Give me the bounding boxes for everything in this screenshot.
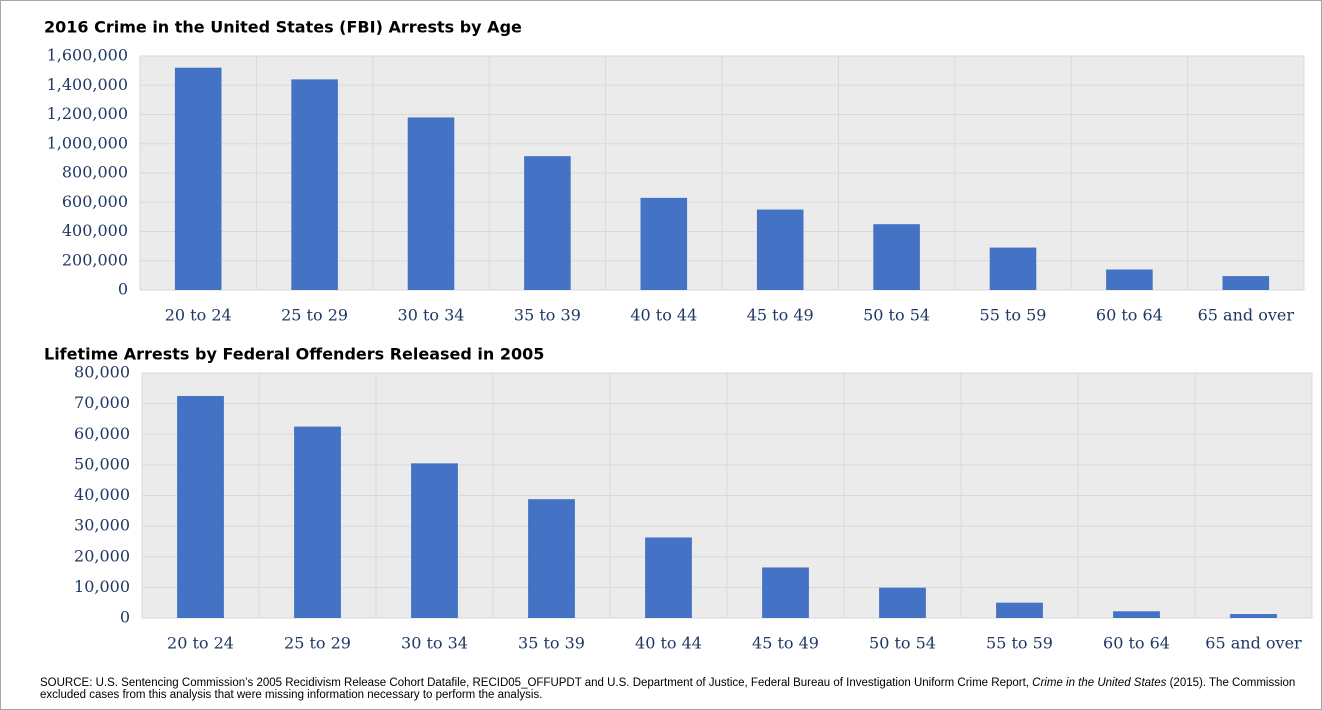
bar bbox=[762, 567, 809, 618]
y-tick-label: 60,000 bbox=[74, 424, 130, 443]
bar bbox=[645, 537, 692, 618]
y-tick-label: 800,000 bbox=[62, 163, 128, 182]
bar bbox=[989, 247, 1037, 290]
bar bbox=[528, 499, 575, 618]
x-tick-label: 25 to 29 bbox=[284, 634, 351, 653]
x-tick-label: 30 to 34 bbox=[398, 306, 465, 325]
x-tick-label: 45 to 49 bbox=[747, 306, 814, 325]
chart-title: 2016 Crime in the United States (FBI) Ar… bbox=[44, 18, 522, 37]
bar bbox=[407, 117, 455, 290]
source-text: SOURCE: U.S. Sentencing Commission’s 200… bbox=[40, 677, 1033, 689]
bar bbox=[873, 224, 920, 290]
x-tick-label: 30 to 34 bbox=[401, 634, 468, 653]
bar bbox=[1230, 614, 1277, 618]
y-tick-label: 20,000 bbox=[74, 546, 130, 565]
bar bbox=[879, 587, 926, 618]
x-tick-label: 40 to 44 bbox=[630, 306, 697, 325]
x-tick-label: 20 to 24 bbox=[167, 634, 234, 653]
bar bbox=[1106, 269, 1153, 290]
y-tick-label: 0 bbox=[118, 280, 128, 299]
y-tick-label: 10,000 bbox=[74, 577, 130, 596]
source-text: (2015). The Commission excluded cases fr… bbox=[40, 677, 1296, 701]
x-tick-label: 20 to 24 bbox=[165, 306, 232, 325]
y-tick-label: 70,000 bbox=[74, 393, 130, 412]
x-tick-label: 35 to 39 bbox=[514, 306, 581, 325]
bar bbox=[1113, 611, 1160, 618]
x-tick-label: 45 to 49 bbox=[752, 634, 819, 653]
x-tick-label: 55 to 59 bbox=[980, 306, 1047, 325]
bar bbox=[177, 395, 224, 618]
bar bbox=[291, 79, 338, 291]
bar bbox=[524, 156, 571, 290]
bar bbox=[640, 197, 688, 290]
source-italic: Crime in the United States bbox=[1032, 677, 1167, 689]
x-tick-label: 50 to 54 bbox=[863, 306, 930, 325]
charts: 2016 Crime in the United States (FBI) Ar… bbox=[44, 18, 1313, 653]
bar bbox=[294, 426, 341, 618]
y-tick-label: 400,000 bbox=[62, 221, 128, 240]
x-tick-label: 65 and over bbox=[1198, 306, 1295, 325]
bar bbox=[174, 67, 222, 290]
x-tick-label: 55 to 59 bbox=[986, 634, 1053, 653]
y-tick-label: 0 bbox=[120, 608, 130, 627]
y-tick-label: 600,000 bbox=[62, 192, 128, 211]
y-tick-label: 50,000 bbox=[74, 454, 130, 473]
bar bbox=[996, 602, 1043, 618]
y-tick-label: 1,000,000 bbox=[47, 133, 128, 152]
y-tick-label: 1,200,000 bbox=[47, 104, 128, 123]
y-tick-label: 1,400,000 bbox=[47, 75, 128, 94]
y-tick-label: 200,000 bbox=[62, 250, 128, 269]
x-tick-label: 60 to 64 bbox=[1096, 306, 1163, 325]
chart-title: Lifetime Arrests by Federal Offenders Re… bbox=[44, 345, 544, 364]
y-tick-label: 80,000 bbox=[74, 363, 130, 382]
x-tick-label: 60 to 64 bbox=[1103, 634, 1170, 653]
x-tick-label: 35 to 39 bbox=[518, 634, 585, 653]
y-tick-label: 40,000 bbox=[74, 485, 130, 504]
bar bbox=[411, 463, 458, 618]
x-tick-label: 25 to 29 bbox=[281, 306, 348, 325]
source-note: SOURCE: U.S. Sentencing Commission’s 200… bbox=[40, 677, 1300, 701]
bar bbox=[1222, 276, 1270, 290]
x-tick-label: 65 and over bbox=[1205, 634, 1302, 653]
y-tick-label: 30,000 bbox=[74, 516, 130, 535]
y-tick-label: 1,600,000 bbox=[47, 46, 128, 65]
bar bbox=[756, 209, 804, 290]
x-tick-label: 50 to 54 bbox=[869, 634, 936, 653]
x-tick-label: 40 to 44 bbox=[635, 634, 702, 653]
